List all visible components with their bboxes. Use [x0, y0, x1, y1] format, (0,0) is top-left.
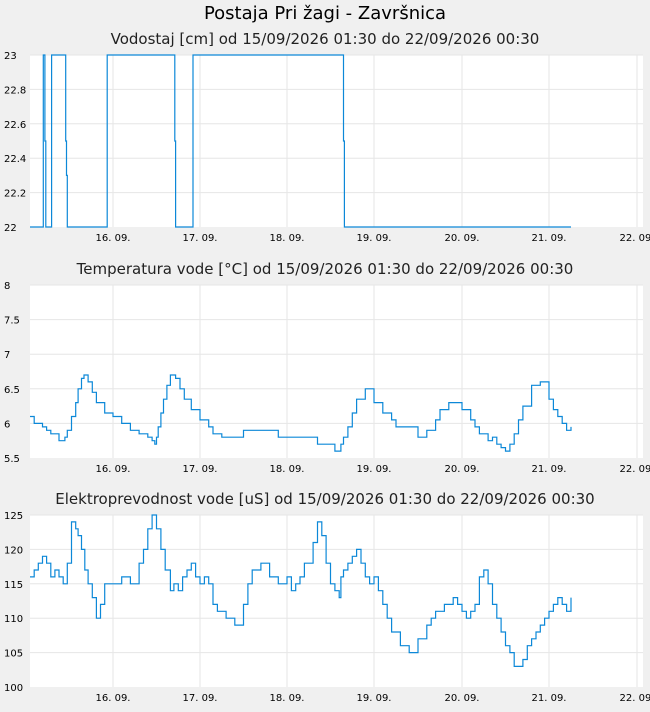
x-tick-label: 17. 09. — [183, 233, 218, 244]
y-tick-label: 105 — [4, 649, 23, 660]
x-tick-label: 18. 09. — [270, 233, 305, 244]
x-tick-label: 18. 09. — [270, 693, 305, 704]
y-tick-label: 8 — [4, 281, 10, 292]
chart-title: Elektroprevodnost vode [uS] od 15/09/202… — [55, 490, 594, 508]
x-tick-label: 19. 09. — [357, 233, 392, 244]
x-tick-label: 22. 09. — [620, 464, 650, 475]
y-tick-label: 125 — [4, 511, 23, 522]
y-tick-label: 7.5 — [4, 316, 20, 327]
x-tick-label: 21. 09. — [532, 233, 567, 244]
y-tick-label: 22.6 — [4, 120, 26, 131]
y-tick-label: 23 — [4, 51, 17, 62]
y-tick-label: 115 — [4, 580, 23, 591]
x-tick-label: 16. 09. — [96, 233, 131, 244]
x-tick-label: 16. 09. — [96, 693, 131, 704]
x-tick-label: 21. 09. — [532, 693, 567, 704]
x-tick-label: 20. 09. — [445, 464, 480, 475]
x-tick-label: 20. 09. — [445, 233, 480, 244]
x-tick-label: 22. 09. — [620, 233, 650, 244]
y-tick-label: 22.4 — [4, 154, 26, 165]
plot-area — [30, 55, 643, 227]
y-tick-label: 7 — [4, 350, 10, 361]
x-tick-label: 19. 09. — [357, 464, 392, 475]
x-tick-label: 17. 09. — [183, 693, 218, 704]
x-tick-label: 21. 09. — [532, 464, 567, 475]
x-tick-label: 22. 09. — [620, 693, 650, 704]
x-tick-label: 17. 09. — [183, 464, 218, 475]
y-tick-label: 5.5 — [4, 454, 20, 465]
y-tick-label: 6 — [4, 419, 10, 430]
chart-title: Temperatura vode [°C] od 15/09/2026 01:3… — [76, 260, 574, 278]
y-tick-label: 120 — [4, 545, 23, 556]
y-tick-label: 22.2 — [4, 189, 26, 200]
x-tick-label: 20. 09. — [445, 693, 480, 704]
x-tick-label: 19. 09. — [357, 693, 392, 704]
plot-area — [30, 285, 643, 458]
y-tick-label: 100 — [4, 683, 23, 694]
y-tick-label: 110 — [4, 614, 23, 625]
plot-area — [30, 515, 643, 687]
y-tick-label: 22 — [4, 223, 17, 234]
water-conductivity-chart: Elektroprevodnost vode [uS] od 15/09/202… — [0, 487, 650, 712]
page-title: Postaja Pri žagi - Završnica — [0, 3, 650, 24]
x-tick-label: 16. 09. — [96, 464, 131, 475]
water-level-chart: Vodostaj [cm] od 15/09/2026 01:30 do 22/… — [0, 27, 650, 247]
y-tick-label: 6.5 — [4, 385, 20, 396]
water-temperature-chart: Temperatura vode [°C] od 15/09/2026 01:3… — [0, 257, 650, 482]
y-tick-label: 22.8 — [4, 85, 26, 96]
chart-title: Vodostaj [cm] od 15/09/2026 01:30 do 22/… — [111, 30, 540, 48]
x-tick-label: 18. 09. — [270, 464, 305, 475]
